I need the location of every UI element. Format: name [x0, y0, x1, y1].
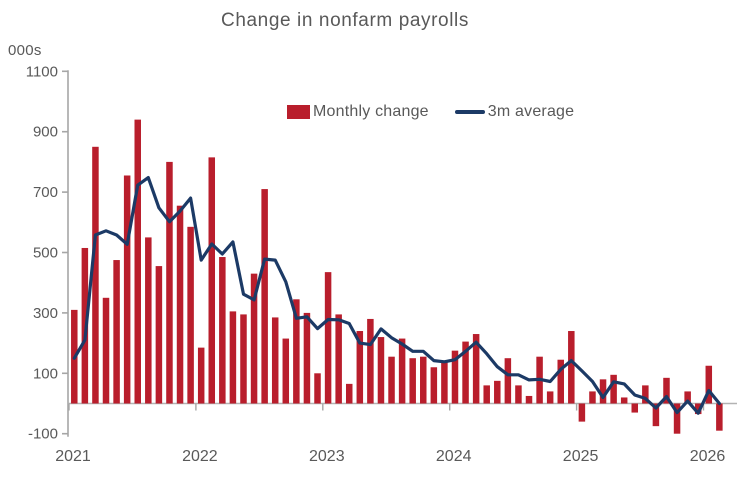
y-tick-label: 1100	[26, 63, 58, 80]
bar-2023-04	[356, 331, 364, 404]
bar-2023-01	[324, 272, 332, 404]
bar-2023-11	[430, 367, 438, 404]
bar-2023-07	[388, 356, 395, 404]
bar-2025-05	[620, 397, 628, 404]
bar-2021-09	[155, 266, 163, 404]
bar-2026-01	[705, 365, 713, 404]
bar-2022-04	[229, 311, 237, 404]
bar-2022-09	[282, 338, 290, 404]
bar-2025-12	[694, 403, 702, 415]
bar-2022-02	[208, 157, 216, 404]
bar-2025-09	[663, 377, 670, 404]
bar-2023-03	[345, 383, 353, 404]
bar-2024-07	[515, 385, 522, 404]
bar-2021-08	[145, 237, 152, 404]
bar-2025-10	[673, 403, 681, 434]
bar-2023-10	[420, 356, 427, 404]
bar-2022-11	[303, 312, 311, 404]
y-tick-label: 500	[33, 245, 58, 262]
bar-2021-03	[92, 146, 99, 404]
three-month-average-swatch-icon	[454, 110, 485, 114]
bar-2023-02	[335, 314, 342, 404]
y-tick-label: 100	[33, 365, 58, 382]
y-tick-label: -100	[28, 426, 58, 443]
y-axis-unit-label: 000s	[8, 42, 42, 59]
three-month-average-line	[72, 176, 722, 415]
bar-2025-03	[599, 379, 607, 404]
bar-2022-05	[240, 314, 247, 404]
legend-label-monthly-change: Monthly change	[313, 103, 429, 120]
bar-2024-06	[504, 358, 512, 404]
bar-2021-12	[187, 226, 194, 404]
bar-2025-07	[642, 385, 649, 404]
bar-2024-08	[525, 395, 533, 404]
chart-title: Change in nonfarm payrolls	[221, 10, 469, 31]
bar-2025-11	[684, 391, 691, 404]
bar-2025-01	[578, 403, 586, 422]
bar-2021-10	[166, 161, 173, 404]
bar-2023-06	[377, 337, 385, 404]
bar-2022-06	[250, 273, 258, 404]
x-tick-label: 2025	[563, 448, 599, 465]
bar-2023-12	[441, 361, 448, 404]
chart-legend: Monthly change 3m average	[287, 103, 574, 121]
bar-2022-01	[197, 347, 205, 404]
bar-2025-02	[589, 391, 596, 404]
bar-2025-06	[631, 403, 639, 413]
bar-2025-08	[652, 403, 660, 427]
bar-2024-04	[483, 385, 490, 404]
bar-2022-10	[293, 299, 300, 404]
x-tick-label: 2021	[55, 448, 91, 465]
bar-2021-04	[102, 297, 110, 404]
bar-2023-05	[367, 318, 374, 404]
x-tick-label: 2026	[690, 448, 726, 465]
legend-label-3m-average: 3m average	[487, 103, 575, 120]
bar-2025-04	[610, 374, 617, 404]
x-tick-label: 2022	[182, 448, 218, 465]
bar-2023-09	[409, 358, 416, 404]
bar-2024-11	[557, 359, 564, 404]
bar-2026-02	[716, 403, 723, 431]
bar-2021-07	[134, 119, 141, 404]
bar-2023-08	[398, 338, 406, 404]
bar-2024-03	[472, 334, 480, 404]
x-tick-label: 2024	[436, 448, 472, 465]
bar-2022-03	[219, 257, 226, 404]
bar-2021-06	[123, 175, 131, 404]
x-tick-label: 2023	[309, 448, 345, 465]
bar-2021-11	[176, 205, 184, 404]
y-tick-label: 900	[33, 124, 58, 141]
legend-item-monthly-change: Monthly change	[287, 103, 429, 121]
bar-2024-10	[546, 391, 554, 404]
monthly-change-swatch-icon	[287, 105, 310, 119]
bar-2024-01	[451, 350, 459, 404]
bar-2022-08	[271, 317, 279, 404]
bar-2022-07	[261, 189, 268, 404]
bar-2024-02	[462, 341, 469, 404]
bar-2024-12	[568, 331, 575, 404]
legend-item-3m-average: 3m average	[454, 103, 575, 121]
bar-2021-05	[113, 260, 120, 404]
bar-2022-12	[314, 373, 321, 404]
y-tick-label: 700	[33, 184, 58, 201]
y-tick-label: 300	[33, 305, 58, 322]
bar-2024-05	[494, 380, 501, 404]
